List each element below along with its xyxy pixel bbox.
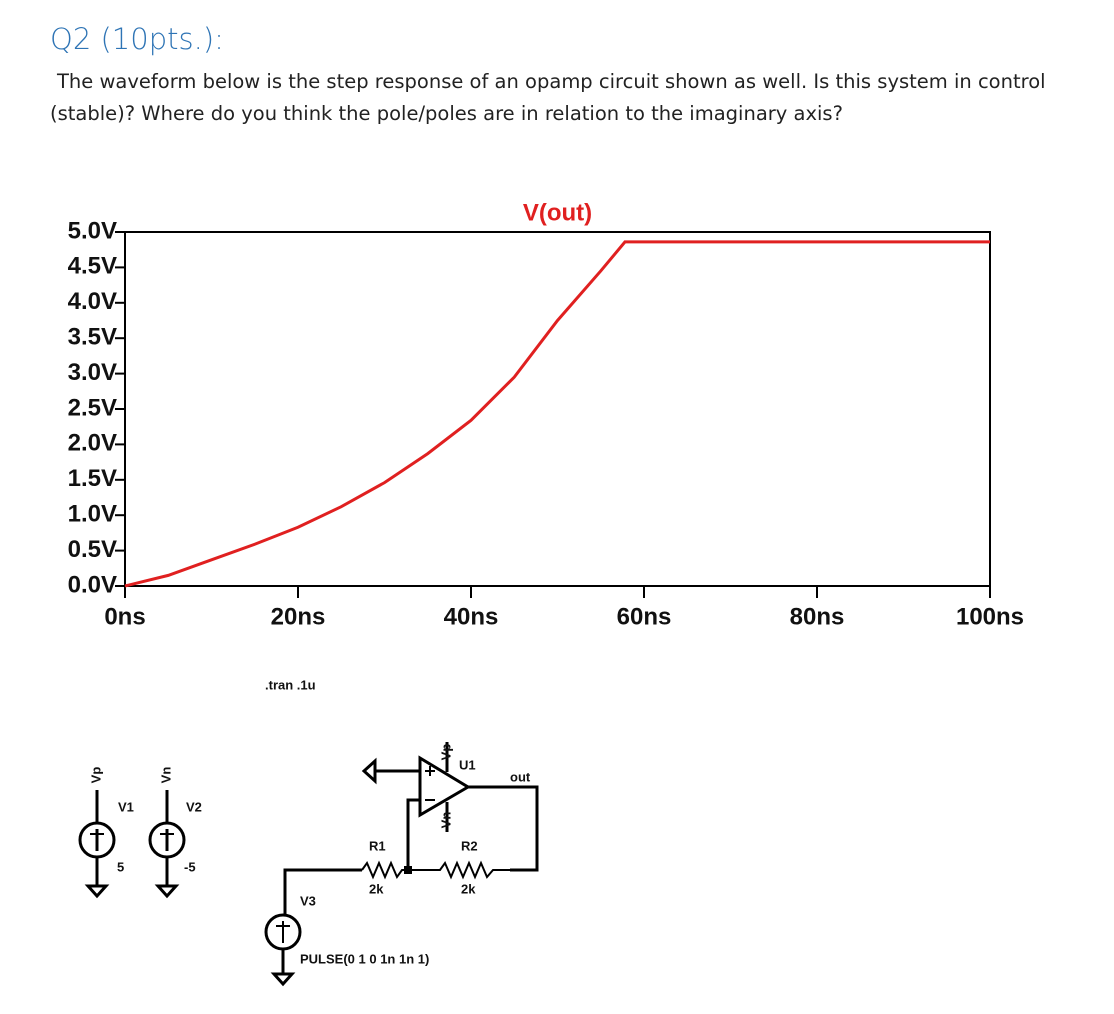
trace — [124, 240, 990, 588]
x-tick-label: 0ns — [104, 603, 145, 630]
x-tick-label: 80ns — [790, 603, 845, 630]
component-name: R2 — [461, 838, 478, 853]
net-label: Vp — [438, 744, 453, 761]
x-tick-label: 60ns — [617, 603, 672, 630]
component-name: V3 — [300, 893, 316, 908]
directive: .tran .1u — [265, 677, 316, 692]
component-name: U1 — [459, 757, 476, 772]
y-tick-label: 1.0V — [68, 501, 117, 528]
question-title: Q2 (10pts.): — [50, 22, 224, 56]
plot-frame — [124, 231, 991, 587]
x-tick-label: 40ns — [444, 603, 499, 630]
question-text: The waveform below is the step response … — [50, 70, 1046, 125]
y-tick-label: 3.0V — [68, 359, 117, 386]
net-label: Vn — [438, 812, 453, 829]
y-tick-label: 3.5V — [68, 324, 117, 351]
net-label: Vp — [88, 767, 103, 784]
component-value: 2k — [461, 881, 476, 896]
v1-source — [78, 790, 116, 899]
component-name: V2 — [186, 799, 202, 814]
y-tick-label: 4.0V — [68, 288, 117, 315]
net-label: Vn — [158, 767, 173, 784]
y-tick-label: 5.0V — [68, 217, 117, 244]
x-tick-label: 100ns — [956, 603, 1024, 630]
component-name: V1 — [118, 799, 134, 814]
y-tick-label: 0.0V — [68, 571, 117, 598]
component-value: 2k — [369, 881, 384, 896]
trace-name: V(out) — [523, 199, 592, 226]
component-value: -5 — [184, 859, 196, 874]
y-tick-label: 2.5V — [68, 394, 117, 421]
component-name: R1 — [369, 838, 386, 853]
v2-source — [148, 790, 186, 899]
x-tick-label: 20ns — [271, 603, 326, 630]
component-value: PULSE(0 1 0 1n 1n 1) — [300, 951, 429, 966]
y-tick-label: 2.0V — [68, 430, 117, 457]
y-tick-label: 1.5V — [68, 465, 117, 492]
y-tick-label: 0.5V — [68, 536, 117, 563]
y-tick-label: 4.5V — [68, 253, 117, 280]
opamp-circuit — [264, 742, 539, 987]
net-label: out — [510, 769, 531, 784]
component-value: 5 — [117, 859, 124, 874]
